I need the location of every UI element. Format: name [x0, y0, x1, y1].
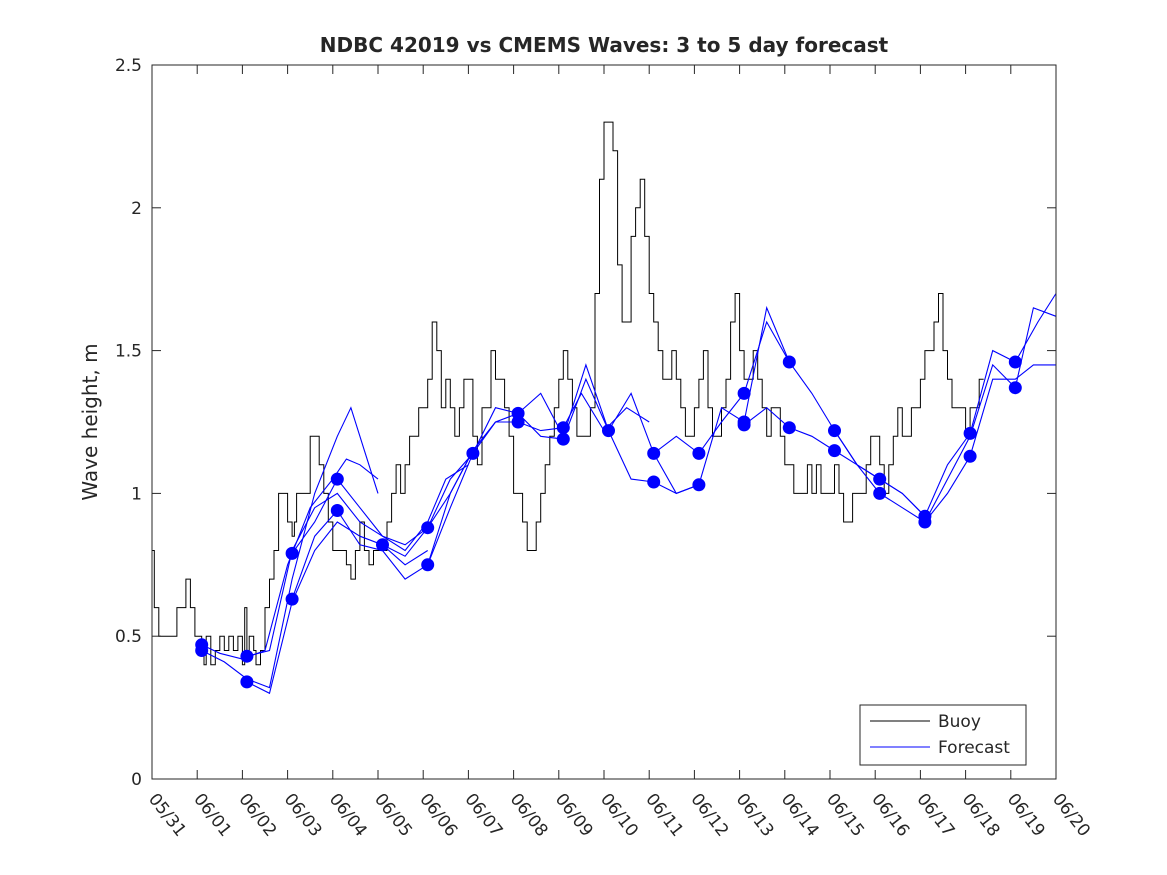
forecast-point — [737, 418, 751, 432]
x-tick-label: 06/06 — [415, 790, 461, 841]
forecast-point — [782, 421, 796, 435]
y-ticks: 0 0.5 1 1.5 2 2.5 — [115, 56, 1056, 790]
forecast-point — [692, 478, 706, 492]
forecast-point — [647, 475, 661, 489]
forecast-line — [201, 458, 379, 660]
x-tick-label: 06/08 — [506, 790, 552, 841]
forecast-point — [963, 426, 977, 440]
forecast-point — [376, 538, 389, 552]
y-tick-label: 1.5 — [115, 342, 142, 362]
marker-layer — [195, 355, 1022, 689]
forecast-line — [201, 406, 379, 689]
forecast-point — [511, 415, 525, 429]
forecast-point — [466, 446, 480, 460]
forecast-point — [556, 432, 570, 446]
forecast-point — [285, 592, 299, 606]
x-tick-label: 06/02 — [234, 790, 280, 841]
legend-forecast-label: Forecast — [938, 738, 1010, 758]
forecast-point — [963, 449, 977, 463]
forecast-point — [330, 472, 344, 486]
legend-box — [859, 704, 1027, 766]
forecast-point — [873, 486, 887, 500]
x-tick-label: 06/19 — [1003, 790, 1049, 841]
forecast-point — [647, 446, 661, 460]
forecast-point — [240, 675, 254, 689]
x-tick-label: 06/15 — [822, 790, 868, 841]
x-tick-label: 06/11 — [641, 790, 687, 841]
forecast-point — [421, 521, 435, 535]
legend: Buoy Forecast — [859, 704, 1027, 766]
forecast-point — [692, 446, 706, 460]
x-tick-label: 06/14 — [777, 790, 823, 841]
forecast-point — [1008, 355, 1022, 369]
x-tick-label: 06/18 — [958, 790, 1004, 841]
x-tick-label: 06/03 — [280, 790, 326, 841]
forecast-point — [873, 472, 887, 486]
y-tick-label: 1 — [131, 484, 142, 504]
x-tick-label: 06/07 — [460, 790, 506, 841]
forecast-point — [285, 546, 299, 560]
forecast-line — [969, 364, 1056, 457]
x-tick-label: 06/05 — [370, 790, 416, 841]
forecast-point — [782, 355, 796, 369]
forecast-point — [421, 558, 435, 572]
forecast-point — [240, 649, 254, 663]
forecast-point — [828, 424, 841, 438]
forecast-point — [918, 515, 932, 529]
x-tick-label: 06/12 — [686, 790, 732, 841]
x-tick-label: 06/16 — [867, 790, 913, 841]
forecast-point — [737, 386, 751, 400]
y-tick-label: 2.5 — [115, 56, 142, 76]
x-tick-label: 06/04 — [325, 790, 371, 841]
x-tick-label: 06/13 — [732, 790, 778, 841]
forecast-point — [602, 424, 615, 438]
forecast-point — [1008, 381, 1022, 395]
forecast-point — [828, 444, 841, 458]
x-tick-label: 06/09 — [551, 790, 597, 841]
chart-title: NDBC 42019 vs CMEMS Waves: 3 to 5 day fo… — [320, 33, 889, 57]
x-tick-label: 06/17 — [912, 790, 958, 841]
buoy-line — [152, 121, 984, 666]
plot-area — [152, 65, 1056, 779]
forecast-line — [246, 521, 428, 695]
forecast-line — [246, 464, 469, 657]
x-tick-label: 06/10 — [596, 790, 642, 841]
x-tick-label: 05/31 — [144, 790, 190, 841]
x-tick-label: 06/20 — [1048, 790, 1094, 841]
x-tick-label: 06/01 — [189, 790, 235, 841]
legend-buoy-label: Buoy — [938, 712, 981, 732]
y-tick-label: 0 — [131, 770, 142, 790]
y-axis-label: Wave height, m — [78, 343, 102, 500]
forecast-point — [195, 644, 209, 657]
y-tick-label: 2 — [131, 199, 142, 219]
forecast-line — [291, 412, 519, 554]
forecast-line — [924, 307, 1057, 523]
forecast-point — [556, 421, 570, 435]
y-tick-label: 0.5 — [115, 627, 142, 647]
forecast-line — [834, 293, 1057, 518]
forecast-point — [330, 504, 344, 517]
